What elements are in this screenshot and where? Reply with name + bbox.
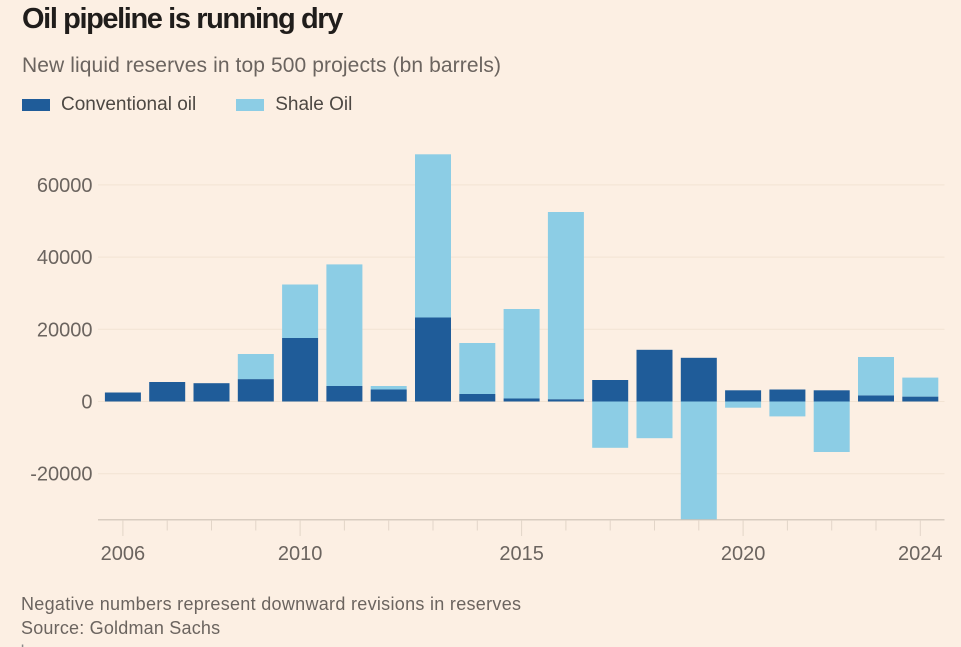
svg-text:60000: 60000 <box>37 175 93 197</box>
svg-text:20000: 20000 <box>37 319 93 341</box>
svg-text:2020: 2020 <box>721 543 766 565</box>
svg-text:2015: 2015 <box>499 543 544 565</box>
svg-text:2006: 2006 <box>101 543 146 565</box>
svg-text:2010: 2010 <box>278 543 323 565</box>
svg-text:2024: 2024 <box>898 543 943 565</box>
svg-text:0: 0 <box>81 392 92 414</box>
svg-text:-20000: -20000 <box>30 464 92 486</box>
svg-text:40000: 40000 <box>37 247 93 269</box>
